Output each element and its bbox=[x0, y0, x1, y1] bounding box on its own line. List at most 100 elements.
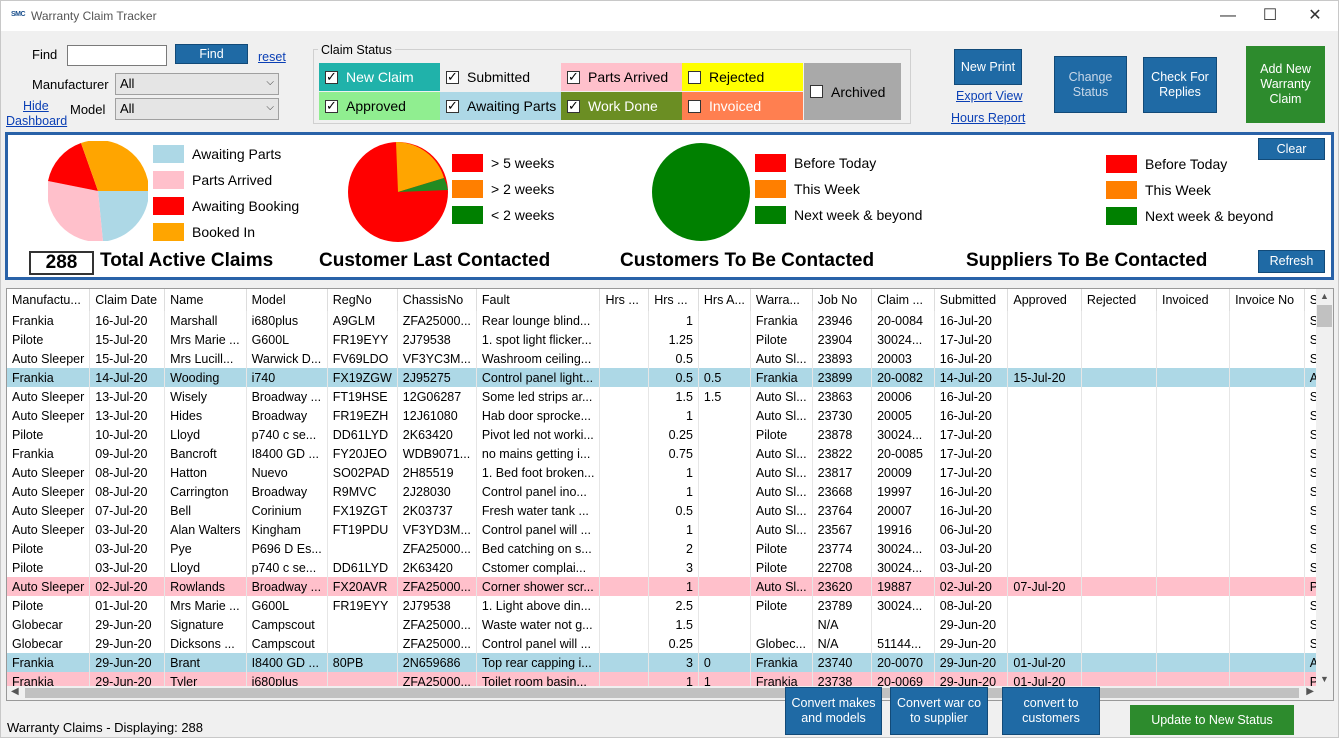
column-header[interactable]: Hrs ... bbox=[599, 289, 650, 311]
table-cell[interactable]: 12J61080 bbox=[397, 406, 477, 425]
table-cell[interactable] bbox=[1007, 406, 1082, 425]
table-cell[interactable]: Alan Walters bbox=[164, 520, 247, 539]
table-cell[interactable] bbox=[327, 615, 398, 634]
table-cell[interactable]: Control panel light... bbox=[476, 368, 601, 387]
minimize-button[interactable]: — bbox=[1220, 7, 1236, 24]
table-cell[interactable]: Auto Sleeper bbox=[7, 463, 91, 482]
table-cell[interactable] bbox=[1229, 634, 1305, 653]
table-cell[interactable] bbox=[599, 387, 650, 406]
table-cell[interactable] bbox=[698, 444, 751, 463]
column-header[interactable]: Submitted bbox=[934, 289, 1009, 311]
table-cell[interactable]: 16-Jul-20 bbox=[934, 387, 1009, 406]
table-cell[interactable] bbox=[1081, 482, 1157, 501]
table-cell[interactable] bbox=[698, 349, 751, 368]
maximize-button[interactable]: ☐ bbox=[1262, 7, 1278, 24]
table-cell[interactable]: 29-Jun-20 bbox=[934, 615, 1009, 634]
table-cell[interactable]: Campscout bbox=[246, 634, 328, 653]
table-cell[interactable]: Broadway bbox=[246, 406, 328, 425]
table-cell[interactable] bbox=[1229, 330, 1305, 349]
table-cell[interactable]: 02-Jul-20 bbox=[934, 577, 1009, 596]
table-cell[interactable]: Hides bbox=[164, 406, 247, 425]
table-cell[interactable] bbox=[599, 482, 650, 501]
table-cell[interactable]: Hatton bbox=[164, 463, 247, 482]
table-cell[interactable]: 23817 bbox=[812, 463, 873, 482]
table-cell[interactable] bbox=[1229, 482, 1305, 501]
table-cell[interactable]: 08-Jul-20 bbox=[89, 482, 166, 501]
table-cell[interactable] bbox=[698, 311, 751, 330]
status-filter-invoiced[interactable]: Invoiced bbox=[682, 92, 803, 120]
table-row[interactable]: Pilote 15-Jul-20 Mrs Marie ... G600L FR19EYY… bbox=[7, 330, 1333, 349]
table-cell[interactable] bbox=[1229, 577, 1305, 596]
table-cell[interactable] bbox=[1156, 349, 1231, 368]
column-header[interactable]: Name bbox=[164, 289, 247, 311]
table-cell[interactable]: 3 bbox=[648, 558, 699, 577]
table-cell[interactable] bbox=[1156, 406, 1231, 425]
checkbox[interactable] bbox=[688, 70, 701, 84]
table-cell[interactable]: Auto Sleeper bbox=[7, 501, 91, 520]
status-filter-submitted[interactable]: Submitted bbox=[440, 63, 561, 91]
table-cell[interactable]: 20-0070 bbox=[871, 653, 935, 672]
checkbox[interactable] bbox=[446, 69, 459, 85]
table-row[interactable]: Frankia 29-Jun-20 Tyler i680plus ZFA25000...… bbox=[7, 672, 1333, 691]
table-cell[interactable]: Lloyd bbox=[164, 558, 247, 577]
table-cell[interactable] bbox=[599, 311, 650, 330]
table-cell[interactable]: 29-Jun-20 bbox=[934, 634, 1009, 653]
table-cell[interactable] bbox=[698, 596, 751, 615]
table-cell[interactable]: 15-Jul-20 bbox=[1007, 368, 1082, 387]
table-cell[interactable]: 15-Jul-20 bbox=[89, 349, 166, 368]
table-row[interactable]: Frankia 29-Jun-20 Brant I8400 GD ... 80PB 2N6… bbox=[7, 653, 1333, 672]
table-cell[interactable] bbox=[1156, 539, 1231, 558]
table-row[interactable]: Auto Sleeper 13-Jul-20 Wisely Broadway ... F… bbox=[7, 387, 1333, 406]
table-cell[interactable]: 16-Jul-20 bbox=[934, 406, 1009, 425]
table-cell[interactable]: 23567 bbox=[812, 520, 873, 539]
table-cell[interactable]: WDB9071... bbox=[397, 444, 477, 463]
table-cell[interactable]: DD61LYD bbox=[327, 558, 398, 577]
table-cell[interactable] bbox=[750, 615, 813, 634]
table-cell[interactable]: 17-Jul-20 bbox=[934, 444, 1009, 463]
table-cell[interactable]: 1 bbox=[648, 520, 699, 539]
table-cell[interactable]: Waste water not g... bbox=[476, 615, 601, 634]
table-cell[interactable] bbox=[1156, 634, 1231, 653]
table-cell[interactable]: FX20AVR bbox=[327, 577, 398, 596]
table-cell[interactable]: Frankia bbox=[750, 653, 813, 672]
status-filter-work-done[interactable]: Work Done bbox=[561, 92, 682, 120]
table-cell[interactable]: Marshall bbox=[164, 311, 247, 330]
table-cell[interactable]: Auto Sleeper bbox=[7, 577, 91, 596]
horizontal-scroll-thumb[interactable] bbox=[25, 688, 1299, 698]
checkbox[interactable] bbox=[325, 69, 338, 85]
table-cell[interactable]: 0.75 bbox=[648, 444, 699, 463]
table-cell[interactable]: 2K03737 bbox=[397, 501, 477, 520]
table-cell[interactable]: 01-Jul-20 bbox=[1007, 653, 1082, 672]
column-header[interactable]: Invoiced bbox=[1156, 289, 1231, 311]
table-cell[interactable]: 2J79538 bbox=[397, 596, 477, 615]
column-header[interactable]: Manufactu... bbox=[7, 289, 91, 311]
column-header[interactable]: Warra... bbox=[750, 289, 813, 311]
table-cell[interactable]: 16-Jul-20 bbox=[934, 482, 1009, 501]
table-cell[interactable]: Bed catching on s... bbox=[476, 539, 601, 558]
table-cell[interactable]: Auto Sl... bbox=[750, 406, 813, 425]
table-cell[interactable] bbox=[1081, 349, 1157, 368]
table-cell[interactable]: 2K63420 bbox=[397, 425, 477, 444]
table-cell[interactable]: Nuevo bbox=[246, 463, 328, 482]
checkbox[interactable] bbox=[567, 69, 580, 85]
table-cell[interactable]: FX19ZGW bbox=[327, 368, 398, 387]
table-cell[interactable]: 1 bbox=[648, 406, 699, 425]
horizontal-scrollbar[interactable]: ◀ ▶ bbox=[7, 686, 1318, 700]
table-cell[interactable]: 19887 bbox=[871, 577, 935, 596]
table-cell[interactable] bbox=[1229, 558, 1305, 577]
table-cell[interactable]: 1 bbox=[648, 311, 699, 330]
table-cell[interactable] bbox=[1229, 539, 1305, 558]
table-cell[interactable]: 1. Light above din... bbox=[476, 596, 601, 615]
table-cell[interactable] bbox=[1229, 463, 1305, 482]
table-row[interactable]: Globecar 29-Jun-20 Signature Campscout ZFA25… bbox=[7, 615, 1333, 634]
table-cell[interactable]: Globec... bbox=[750, 634, 813, 653]
table-cell[interactable]: 02-Jul-20 bbox=[89, 577, 166, 596]
table-cell[interactable]: FT19PDU bbox=[327, 520, 398, 539]
table-cell[interactable]: 08-Jul-20 bbox=[89, 463, 166, 482]
table-cell[interactable]: 01-Jul-20 bbox=[89, 596, 166, 615]
table-cell[interactable]: 20009 bbox=[871, 463, 935, 482]
table-cell[interactable]: Broadway ... bbox=[246, 577, 328, 596]
table-cell[interactable]: 29-Jun-20 bbox=[89, 615, 166, 634]
table-cell[interactable] bbox=[1156, 368, 1231, 387]
table-cell[interactable]: 29-Jun-20 bbox=[89, 634, 166, 653]
